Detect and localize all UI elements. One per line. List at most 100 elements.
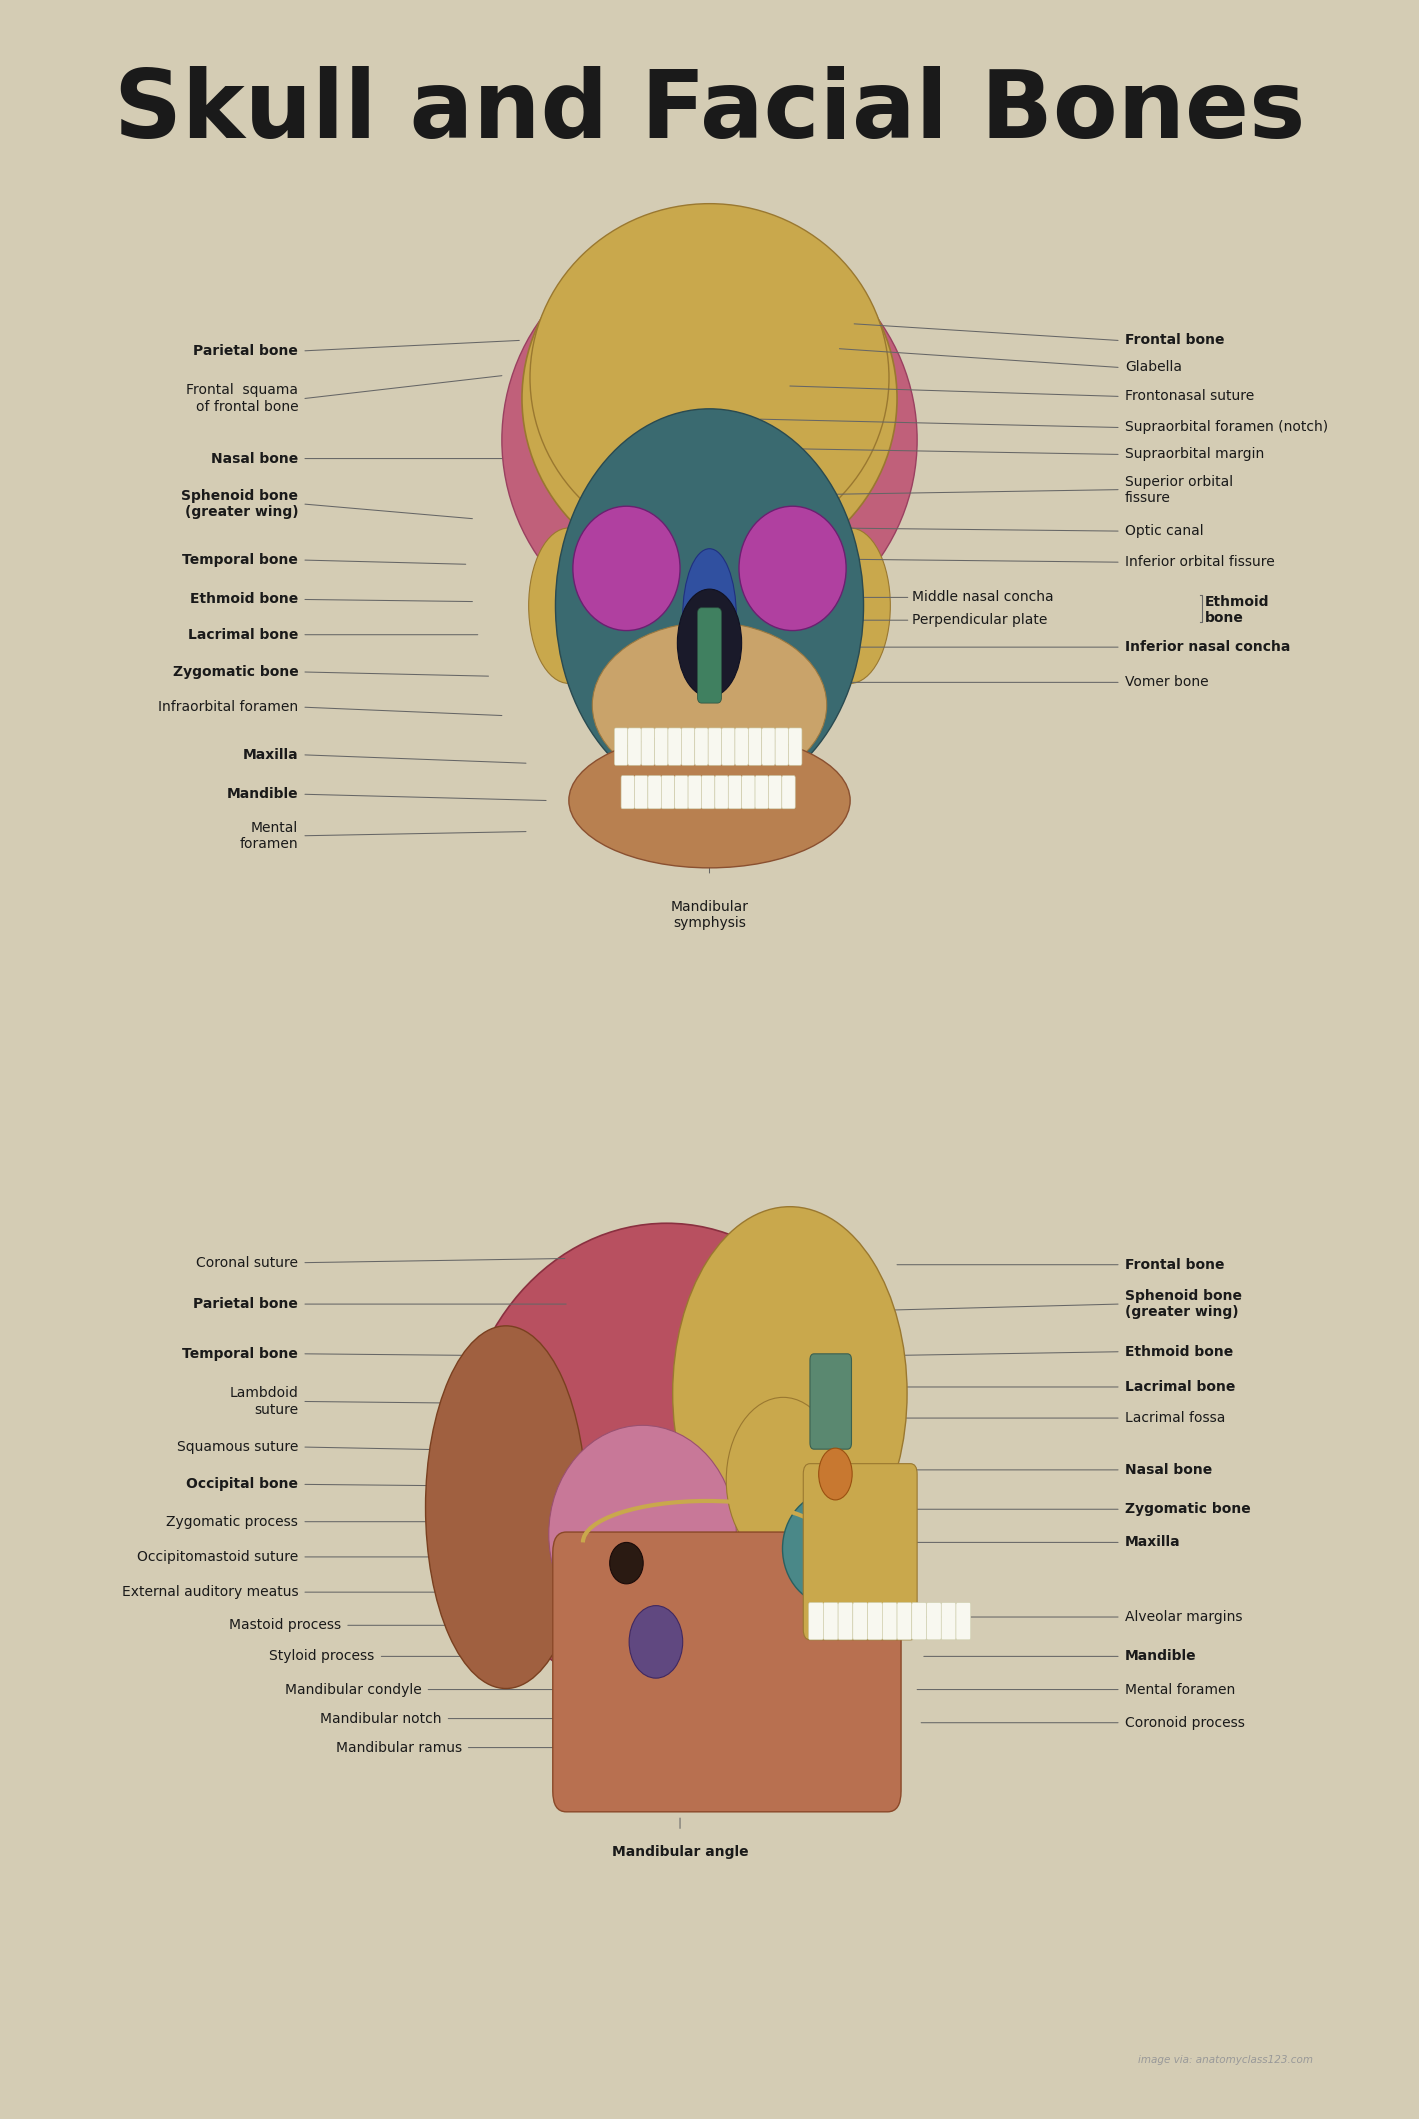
Text: Frontal bone: Frontal bone: [1125, 333, 1225, 348]
Text: Perpendicular plate: Perpendicular plate: [912, 612, 1047, 627]
FancyBboxPatch shape: [897, 1602, 912, 1640]
Ellipse shape: [502, 233, 917, 646]
Ellipse shape: [458, 1223, 874, 1699]
Text: Zygomatic bone: Zygomatic bone: [1125, 1502, 1250, 1517]
FancyBboxPatch shape: [661, 776, 674, 809]
FancyBboxPatch shape: [654, 729, 668, 765]
FancyBboxPatch shape: [695, 729, 708, 765]
Text: Mastoid process: Mastoid process: [228, 1619, 341, 1632]
Ellipse shape: [569, 733, 850, 869]
FancyBboxPatch shape: [698, 608, 721, 704]
Text: image via: anatomyclass123.com: image via: anatomyclass123.com: [1138, 2055, 1313, 2064]
Ellipse shape: [683, 549, 736, 684]
FancyBboxPatch shape: [803, 1464, 917, 1640]
Text: Lacrimal bone: Lacrimal bone: [187, 627, 298, 642]
FancyBboxPatch shape: [927, 1602, 941, 1640]
Text: Skull and Facial Bones: Skull and Facial Bones: [114, 66, 1305, 159]
FancyBboxPatch shape: [681, 729, 695, 765]
FancyBboxPatch shape: [688, 776, 701, 809]
Ellipse shape: [426, 1326, 586, 1689]
Text: Vomer bone: Vomer bone: [1125, 676, 1209, 689]
Text: Mental foramen: Mental foramen: [1125, 1682, 1235, 1697]
FancyBboxPatch shape: [553, 1532, 901, 1812]
Text: Parietal bone: Parietal bone: [193, 343, 298, 358]
Text: Zygomatic bone: Zygomatic bone: [173, 665, 298, 678]
Text: Infraorbital foramen: Infraorbital foramen: [158, 699, 298, 714]
FancyBboxPatch shape: [912, 1602, 927, 1640]
FancyBboxPatch shape: [941, 1602, 956, 1640]
Ellipse shape: [573, 506, 680, 631]
Text: Temporal bone: Temporal bone: [183, 1348, 298, 1360]
Text: Inferior nasal concha: Inferior nasal concha: [1125, 640, 1290, 655]
FancyBboxPatch shape: [867, 1602, 883, 1640]
Ellipse shape: [531, 203, 888, 551]
FancyBboxPatch shape: [735, 729, 748, 765]
Text: Superior orbital
fissure: Superior orbital fissure: [1125, 475, 1233, 504]
Text: Mandible: Mandible: [1125, 1649, 1196, 1663]
Text: Alveolar margins: Alveolar margins: [1125, 1610, 1242, 1623]
Ellipse shape: [819, 1447, 853, 1500]
Text: Maxilla: Maxilla: [243, 748, 298, 763]
FancyBboxPatch shape: [809, 1602, 823, 1640]
Text: Mental
foramen: Mental foramen: [240, 820, 298, 852]
Text: Sphenoid bone
(greater wing): Sphenoid bone (greater wing): [1125, 1288, 1242, 1320]
FancyBboxPatch shape: [614, 729, 627, 765]
FancyBboxPatch shape: [839, 1602, 853, 1640]
Ellipse shape: [739, 506, 846, 631]
FancyBboxPatch shape: [721, 729, 735, 765]
FancyBboxPatch shape: [782, 776, 795, 809]
FancyBboxPatch shape: [728, 776, 742, 809]
FancyBboxPatch shape: [648, 776, 661, 809]
Text: Occipital bone: Occipital bone: [186, 1477, 298, 1492]
Text: Supraorbital margin: Supraorbital margin: [1125, 447, 1264, 462]
FancyBboxPatch shape: [810, 1354, 851, 1449]
FancyBboxPatch shape: [674, 776, 688, 809]
FancyBboxPatch shape: [853, 1602, 867, 1640]
Ellipse shape: [782, 1492, 883, 1606]
Text: Ethmoid bone: Ethmoid bone: [1125, 1346, 1233, 1358]
Text: Mandibular
symphysis: Mandibular symphysis: [671, 901, 748, 930]
FancyBboxPatch shape: [883, 1602, 897, 1640]
Text: Occipitomastoid suture: Occipitomastoid suture: [138, 1549, 298, 1564]
Text: Squamous suture: Squamous suture: [177, 1441, 298, 1454]
FancyBboxPatch shape: [769, 776, 782, 809]
FancyBboxPatch shape: [715, 776, 728, 809]
Text: Frontonasal suture: Frontonasal suture: [1125, 390, 1254, 403]
Ellipse shape: [727, 1396, 840, 1564]
Text: Lambdoid
suture: Lambdoid suture: [230, 1386, 298, 1418]
Ellipse shape: [677, 589, 742, 697]
FancyBboxPatch shape: [823, 1602, 839, 1640]
Text: Ethmoid bone: Ethmoid bone: [190, 593, 298, 606]
Text: Sphenoid bone
(greater wing): Sphenoid bone (greater wing): [182, 489, 298, 519]
Text: Mandibular notch: Mandibular notch: [321, 1712, 441, 1725]
Ellipse shape: [810, 528, 890, 684]
Ellipse shape: [673, 1206, 907, 1579]
FancyBboxPatch shape: [627, 729, 641, 765]
Text: Frontal  squama
of frontal bone: Frontal squama of frontal bone: [186, 384, 298, 413]
Text: Glabella: Glabella: [1125, 360, 1182, 375]
FancyBboxPatch shape: [742, 776, 755, 809]
Text: Mandibular ramus: Mandibular ramus: [335, 1740, 461, 1755]
Text: Nasal bone: Nasal bone: [211, 451, 298, 466]
Text: Parietal bone: Parietal bone: [193, 1297, 298, 1312]
Text: Nasal bone: Nasal bone: [1125, 1462, 1212, 1477]
Text: Ethmoid
bone: Ethmoid bone: [1205, 595, 1270, 625]
Text: Zygomatic process: Zygomatic process: [166, 1515, 298, 1528]
Ellipse shape: [610, 1543, 643, 1583]
Ellipse shape: [529, 528, 609, 684]
Text: Frontal bone: Frontal bone: [1125, 1259, 1225, 1271]
FancyBboxPatch shape: [622, 776, 634, 809]
Text: Coronal suture: Coronal suture: [196, 1257, 298, 1269]
FancyBboxPatch shape: [748, 729, 762, 765]
Text: Mandibular condyle: Mandibular condyle: [285, 1682, 421, 1697]
FancyBboxPatch shape: [775, 729, 789, 765]
Ellipse shape: [549, 1426, 736, 1642]
FancyBboxPatch shape: [708, 729, 721, 765]
FancyBboxPatch shape: [634, 776, 648, 809]
Ellipse shape: [629, 1606, 683, 1678]
Text: Mandibular angle: Mandibular angle: [612, 1846, 748, 1858]
Text: Supraorbital foramen (notch): Supraorbital foramen (notch): [1125, 420, 1328, 434]
Text: Mandible: Mandible: [227, 788, 298, 801]
Ellipse shape: [522, 216, 897, 581]
Text: External auditory meatus: External auditory meatus: [122, 1585, 298, 1600]
